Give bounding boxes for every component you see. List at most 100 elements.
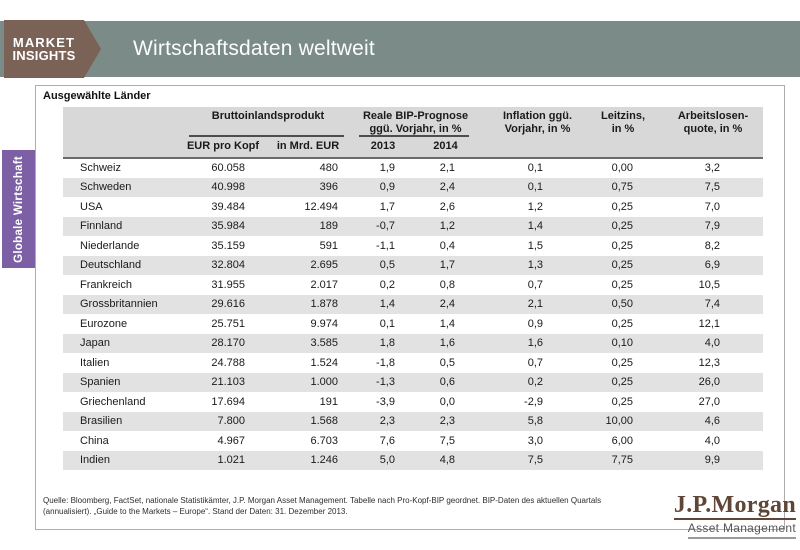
cell-value: 0,25 — [611, 356, 634, 369]
col-header-policy-rate-label-1: Leitzins, — [601, 110, 646, 122]
cell-value: -1,1 — [376, 239, 395, 252]
cell-value: -3,9 — [376, 395, 395, 408]
cell-value: 0,8 — [439, 278, 456, 291]
cell-value: 0,1 — [527, 181, 544, 194]
cell-value: 1,4 — [379, 298, 395, 311]
gdp-group-underline — [189, 135, 344, 137]
cell-value: 3,2 — [704, 162, 721, 174]
cell-value: 0,4 — [439, 239, 456, 252]
cell-value: 10,5 — [698, 278, 721, 291]
cell-value: 0,25 — [611, 200, 634, 213]
cell-value: 0,25 — [611, 395, 634, 408]
cell-country: Eurozone — [80, 317, 128, 330]
cell-value: 5,0 — [379, 454, 395, 467]
cell-country: Indien — [80, 454, 110, 467]
cell-value: 7,4 — [704, 298, 721, 311]
col-header-unemployment-label-1: Arbeitslosen- — [677, 110, 749, 122]
cell-country: Finnland — [80, 220, 123, 233]
cell-value: 28.170 — [211, 337, 245, 350]
cell-value: 1,2 — [439, 220, 456, 233]
cell-value: 31.955 — [211, 278, 245, 291]
source-note-line1: Quelle: Bloomberg, FactSet, nationale St… — [43, 496, 602, 505]
col-group-gdp-forecast: Reale BIP-Prognose ggü. Vorjahr, in % — [353, 107, 479, 137]
cell-value: 0,6 — [439, 376, 456, 389]
cell-value: 24.788 — [211, 356, 245, 369]
cell-value: 1.568 — [310, 415, 338, 428]
cell-value: 0,10 — [611, 337, 634, 350]
col-header-2013: 2013 — [353, 137, 413, 159]
cell-value: 2,3 — [439, 415, 456, 428]
cell-value: 7,5 — [704, 181, 721, 194]
cell-value: 1,6 — [439, 337, 456, 350]
cell-value: 0,7 — [527, 278, 544, 291]
col-header-2014: 2014 — [413, 137, 479, 159]
cell-value: 1.878 — [310, 298, 338, 311]
cell-country: Deutschland — [80, 259, 142, 272]
section-title: Ausgewählte Länder — [43, 90, 151, 102]
table-row: Japan 28.170 3.585 1,8 1,6 1,6 0,10 4,0 — [63, 333, 764, 353]
col-header-unemployment: Arbeitslosen- quote, in % — [663, 107, 764, 159]
cell-country: Spanien — [80, 376, 121, 389]
cell-value: 0,00 — [611, 162, 634, 174]
jpmorgan-logo-wordmark: J.P.Morgan — [673, 492, 796, 520]
cell-value: 9,9 — [704, 454, 721, 467]
cell-value: 0,5 — [439, 356, 456, 369]
corner-cell — [63, 107, 183, 159]
cell-value: 2.017 — [310, 278, 338, 291]
cell-country: China — [80, 434, 109, 447]
col-header-policy-rate: Leitzins, in % — [583, 107, 664, 159]
table-row: Griechenland 17.694 191 -3,9 0,0 -2,9 0,25 27,0 — [63, 392, 764, 412]
cell-country: Italien — [80, 356, 110, 369]
table-row: USA 39.484 12.494 1,7 2,6 1,2 0,25 7,0 — [63, 197, 764, 217]
cell-value: -1,3 — [376, 376, 395, 389]
table-row: Finnland 35.984 189 -0,7 1,2 1,4 0,25 7,9 — [63, 216, 764, 236]
col-header-eur-pro-kopf: EUR pro Kopf — [183, 137, 263, 159]
cell-value: 7,0 — [704, 200, 721, 213]
cell-value: 1,2 — [527, 200, 544, 213]
table-header-row-sub: EUR pro Kopf in Mrd. EUR 2013 2014 — [63, 137, 763, 159]
table-row: Brasilien 7.800 1.568 2,3 2,3 5,8 10,00 4,6 — [63, 411, 764, 431]
cell-country: Schweden — [80, 181, 132, 194]
source-note-line2: (annualisiert). „Guide to the Markets – … — [43, 506, 348, 516]
cell-value: 25.751 — [211, 317, 245, 330]
cell-value: 2.695 — [310, 259, 338, 272]
cell-value: 0,25 — [611, 278, 634, 291]
cell-country: Brasilien — [80, 415, 123, 428]
table-row: Italien 24.788 1.524 -1,8 0,5 0,7 0,25 12,3 — [63, 353, 764, 373]
cell-value: 60.058 — [211, 162, 245, 174]
badge-line1: MARKET — [12, 35, 76, 50]
sidebar-tab-label: Globale Wirtschaft — [12, 155, 25, 263]
cell-value: 12.494 — [304, 200, 338, 213]
cell-value: 1,9 — [379, 162, 395, 174]
cell-value: 0,25 — [611, 376, 634, 389]
cell-value: 7,75 — [611, 454, 634, 467]
table-row: Schweden 40.998 396 0,9 2,4 0,1 0,75 7,5 — [63, 177, 764, 197]
gdp-forecast-group-underline — [359, 135, 470, 137]
cell-value: 4,8 — [439, 454, 456, 467]
cell-value: 2,1 — [439, 162, 456, 174]
col-header-inflation-label-2: Vorjahr, in % — [504, 123, 571, 135]
cell-value: 1.246 — [310, 454, 338, 467]
cell-value: 0,2 — [527, 376, 544, 389]
cell-value: 4,6 — [704, 415, 721, 428]
cell-value: 8,2 — [704, 239, 721, 252]
cell-value: 35.984 — [211, 220, 245, 233]
col-group-gdp: Bruttoinlandsprodukt — [183, 107, 353, 137]
cell-value: 21.103 — [211, 376, 245, 389]
cell-value: 0,75 — [611, 181, 634, 194]
economic-data-table: Bruttoinlandsprodukt Reale BIP-Prognose … — [63, 107, 764, 471]
cell-value: 39.484 — [211, 200, 245, 213]
cell-value: 4,0 — [704, 337, 721, 350]
col-group-gdp-label: Bruttoinlandsprodukt — [211, 110, 325, 122]
cell-value: 6,00 — [611, 434, 634, 447]
col-header-unemployment-label-2: quote, in % — [683, 123, 743, 135]
cell-country: Schweiz — [80, 162, 121, 174]
title-banner: Wirtschaftsdaten weltweit — [0, 21, 800, 77]
table-row: China 4.967 6.703 7,6 7,5 3,0 6,00 4,0 — [63, 431, 764, 451]
cell-value: 0,9 — [379, 181, 395, 194]
col-header-in-mrd-eur: in Mrd. EUR — [263, 137, 353, 159]
cell-value: 189 — [319, 220, 338, 233]
cell-value: 2,1 — [527, 298, 544, 311]
cell-value: 1,3 — [527, 259, 544, 272]
cell-value: 7,5 — [527, 454, 544, 467]
